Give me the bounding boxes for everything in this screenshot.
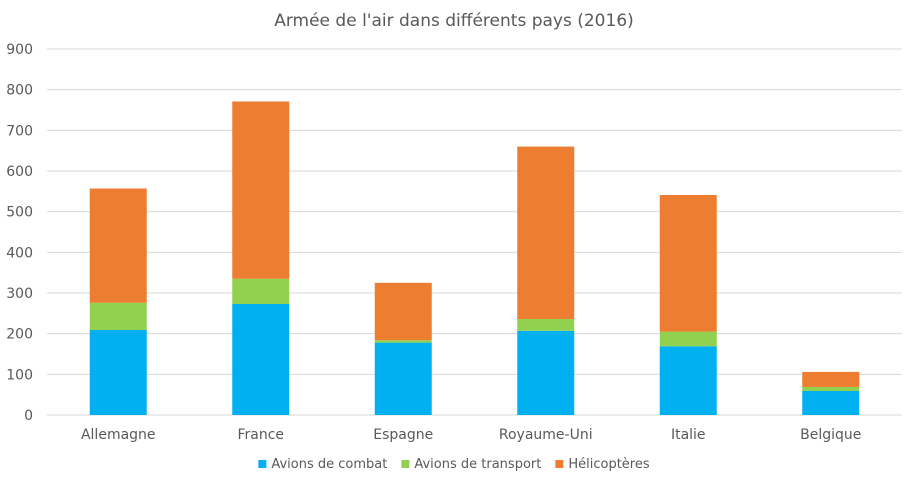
legend-swatch bbox=[258, 460, 267, 468]
legend-item: Avions de combat bbox=[258, 457, 387, 472]
x-category-label: Italie bbox=[671, 427, 706, 443]
bar-segment bbox=[802, 391, 860, 415]
x-category-label: Espagne bbox=[373, 427, 433, 443]
chart-title: Armée de l'air dans différents pays (201… bbox=[274, 11, 634, 31]
x-category-label: France bbox=[237, 427, 284, 443]
x-category-label: Allemagne bbox=[81, 427, 156, 443]
y-tick-label: 600 bbox=[6, 164, 33, 180]
bar-segment bbox=[89, 188, 147, 303]
bar-segment bbox=[802, 371, 860, 387]
x-category-label: Royaume-Uni bbox=[499, 427, 593, 443]
bar-segment bbox=[374, 340, 432, 343]
y-tick-label: 0 bbox=[24, 408, 33, 424]
bar-segment bbox=[659, 346, 717, 415]
bar-segment bbox=[802, 386, 860, 392]
bar-segment bbox=[374, 282, 432, 341]
legend-item: Avions de transport bbox=[401, 457, 541, 472]
gridlines bbox=[47, 48, 902, 416]
bar-segment bbox=[232, 303, 290, 415]
bar-segment bbox=[89, 302, 147, 331]
bar-segment bbox=[232, 278, 290, 304]
y-tick-label: 200 bbox=[6, 327, 33, 343]
bar-segment bbox=[517, 146, 575, 320]
legend-item: Hélicoptères bbox=[555, 457, 650, 472]
bar-segment bbox=[89, 330, 147, 415]
y-axis-tick-labels: 0 100 200 300 400 500 600 700 800 900 bbox=[6, 42, 33, 424]
legend-swatch bbox=[555, 460, 564, 468]
y-tick-label: 800 bbox=[6, 83, 33, 99]
x-category-label: Belgique bbox=[800, 427, 861, 443]
legend-swatch bbox=[401, 460, 410, 468]
y-tick-label: 100 bbox=[6, 367, 33, 383]
legend-label: Hélicoptères bbox=[568, 457, 650, 472]
bar-segment bbox=[659, 331, 717, 347]
bar-segment bbox=[517, 330, 575, 415]
y-tick-label: 900 bbox=[6, 42, 33, 58]
legend-label: Avions de transport bbox=[414, 457, 541, 472]
y-tick-label: 300 bbox=[6, 286, 33, 302]
legend: Avions de combat Avions de transport Hélic… bbox=[258, 457, 650, 472]
bar-segment bbox=[232, 101, 290, 279]
y-tick-label: 400 bbox=[6, 245, 33, 261]
y-tick-label: 700 bbox=[6, 123, 33, 139]
bar-segment bbox=[517, 319, 575, 331]
legend-label: Avions de combat bbox=[271, 457, 387, 472]
bar-segment bbox=[374, 342, 432, 415]
y-tick-label: 500 bbox=[6, 205, 33, 221]
x-axis-category-labels: Allemagne France Espagne Royaume-Uni Italie B… bbox=[81, 427, 861, 443]
bar-segment bbox=[659, 194, 717, 332]
bars bbox=[89, 101, 860, 415]
